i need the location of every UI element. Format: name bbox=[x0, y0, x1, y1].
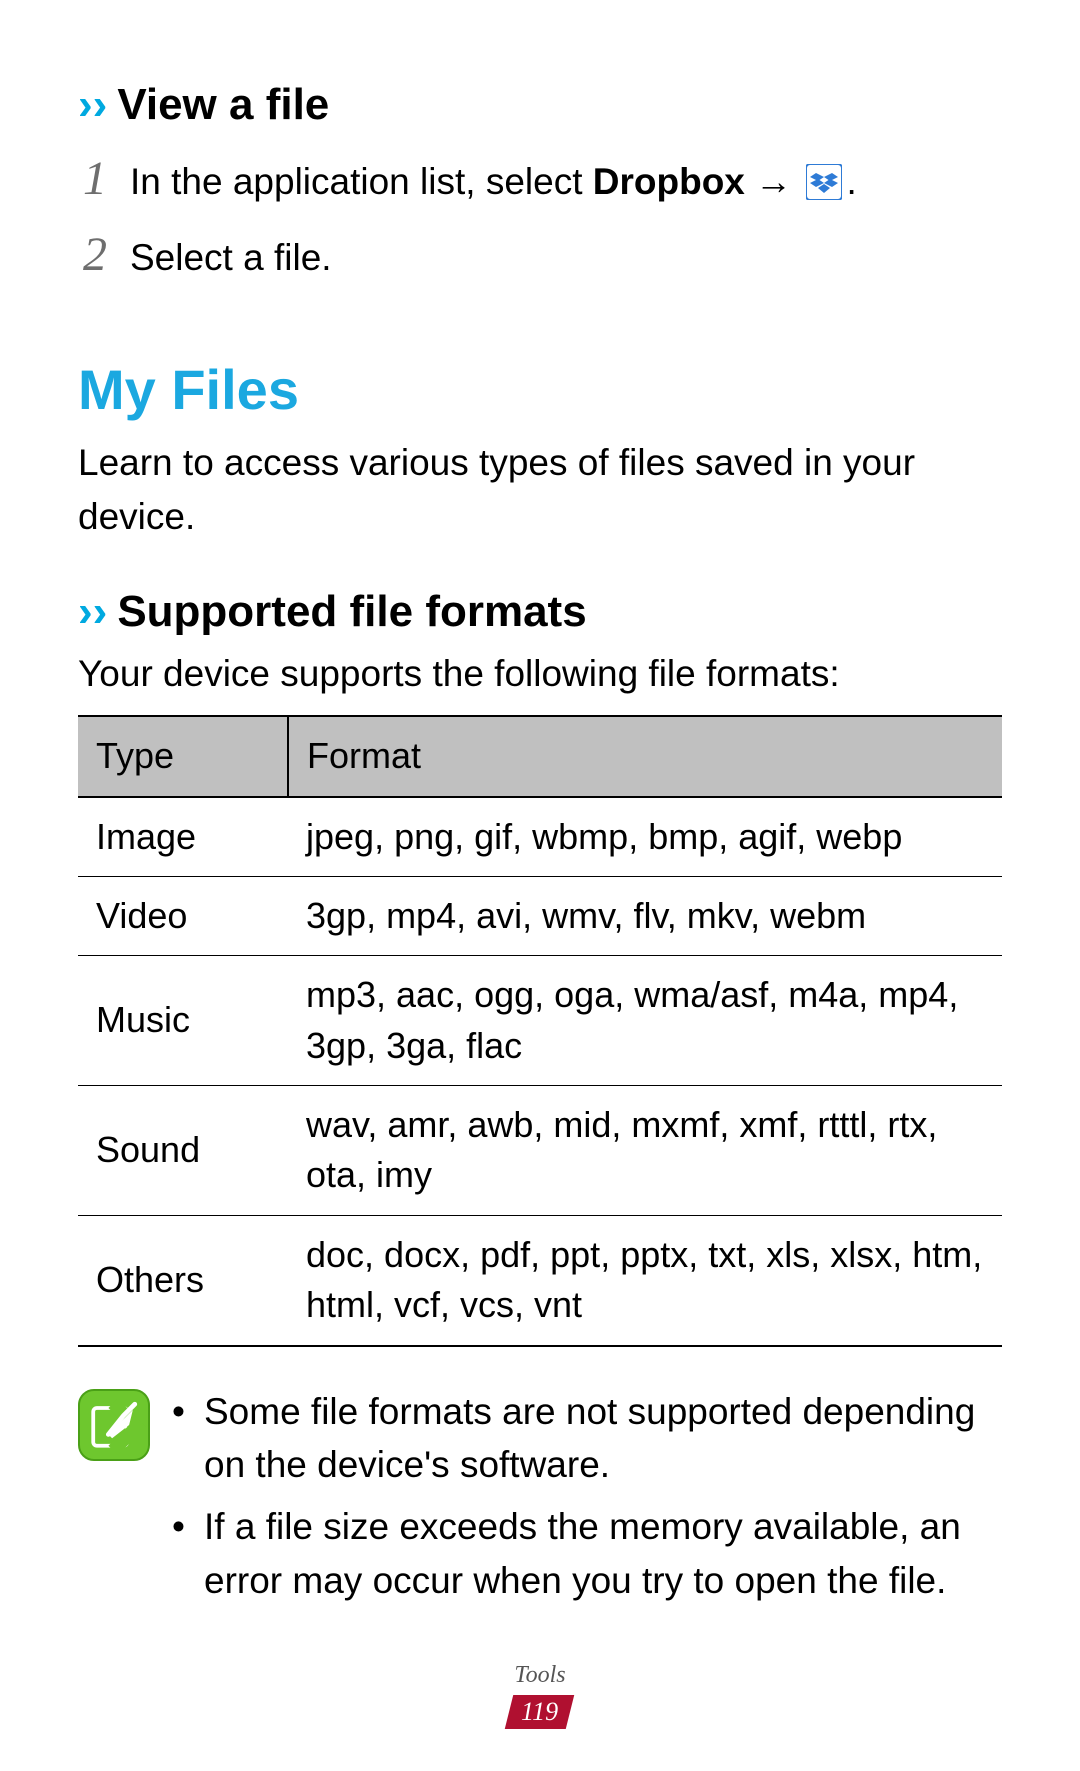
bullet-icon: • bbox=[172, 1385, 190, 1492]
cell-type: Others bbox=[78, 1215, 288, 1345]
subheading-view-file: ›› View a file bbox=[78, 80, 1002, 130]
bullet-icon: • bbox=[172, 1500, 190, 1607]
subheading-text: Supported file formats bbox=[117, 587, 586, 637]
intro-my-files: Learn to access various types of files s… bbox=[78, 436, 1002, 543]
cell-format: wav, amr, awb, mid, mxmf, xmf, rtttl, rt… bbox=[288, 1086, 1002, 1216]
step-number: 2 bbox=[78, 220, 112, 290]
cell-format: jpeg, png, gif, wbmp, bmp, agif, webp bbox=[288, 797, 1002, 877]
page-number: 119 bbox=[521, 1697, 558, 1727]
table-row: Image jpeg, png, gif, wbmp, bmp, agif, w… bbox=[78, 797, 1002, 877]
table-header-row: Type Format bbox=[78, 716, 1002, 796]
note-list: • Some file formats are not supported de… bbox=[172, 1385, 1002, 1616]
note-block: • Some file formats are not supported de… bbox=[78, 1385, 1002, 1616]
step-2: 2 Select a file. bbox=[78, 220, 1002, 290]
note-text: If a file size exceeds the memory availa… bbox=[204, 1500, 1002, 1607]
cell-type: Image bbox=[78, 797, 288, 877]
dropbox-icon bbox=[806, 161, 842, 197]
page-footer: Tools 119 bbox=[0, 1662, 1080, 1729]
cell-format: 3gp, mp4, avi, wmv, flv, mkv, webm bbox=[288, 876, 1002, 955]
cell-type: Music bbox=[78, 956, 288, 1086]
step-number: 1 bbox=[78, 144, 112, 214]
heading-my-files: My Files bbox=[78, 357, 1002, 422]
step-text: Select a file. bbox=[130, 231, 332, 285]
step-1: 1 In the application list, select Dropbo… bbox=[78, 144, 1002, 214]
cell-type: Sound bbox=[78, 1086, 288, 1216]
table-row: Others doc, docx, pdf, ppt, pptx, txt, x… bbox=[78, 1215, 1002, 1345]
subheading-supported-formats: ›› Supported file formats bbox=[78, 587, 1002, 637]
footer-section: Tools bbox=[0, 1662, 1080, 1689]
intro-formats: Your device supports the following file … bbox=[78, 647, 1002, 701]
step-text: In the application list, select Dropbox … bbox=[130, 155, 857, 209]
subheading-text: View a file bbox=[117, 80, 329, 130]
table-row: Sound wav, amr, awb, mid, mxmf, xmf, rtt… bbox=[78, 1086, 1002, 1216]
chevron-icon: ›› bbox=[78, 590, 107, 634]
list-item: • Some file formats are not supported de… bbox=[172, 1385, 1002, 1492]
chevron-icon: ›› bbox=[78, 83, 107, 127]
table-row: Video 3gp, mp4, avi, wmv, flv, mkv, webm bbox=[78, 876, 1002, 955]
list-item: • If a file size exceeds the memory avai… bbox=[172, 1500, 1002, 1607]
page-number-badge: 119 bbox=[505, 1695, 575, 1729]
col-header-type: Type bbox=[78, 716, 288, 796]
cell-format: doc, docx, pdf, ppt, pptx, txt, xls, xls… bbox=[288, 1215, 1002, 1345]
table-row: Music mp3, aac, ogg, oga, wma/asf, m4a, … bbox=[78, 956, 1002, 1086]
note-icon bbox=[78, 1389, 150, 1461]
note-text: Some file formats are not supported depe… bbox=[204, 1385, 1002, 1492]
col-header-format: Format bbox=[288, 716, 1002, 796]
cell-type: Video bbox=[78, 876, 288, 955]
cell-format: mp3, aac, ogg, oga, wma/asf, m4a, mp4, 3… bbox=[288, 956, 1002, 1086]
formats-table: Type Format Image jpeg, png, gif, wbmp, … bbox=[78, 715, 1002, 1347]
